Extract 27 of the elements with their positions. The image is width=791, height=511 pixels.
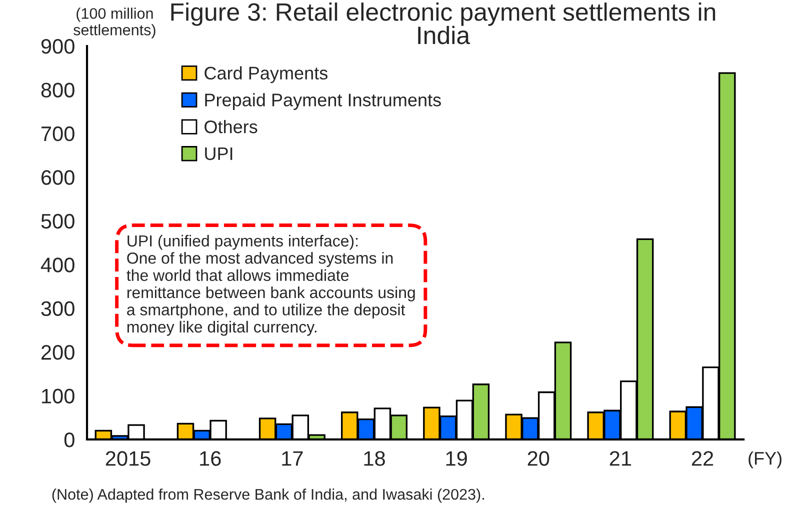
legend-label: Others [204,120,258,134]
y-tick-label: 600 [42,170,74,185]
y-tick-label: 200 [41,345,74,360]
y-tick-label: 800 [41,82,74,98]
annotation: UPI (unified payments interface): One of the most advanced systems in the world that allows immediate remittance between bank accounts using a smartphone, and to utilize the deposit money like digital currency. [126,234,415,336]
x-tick-label: 18 [364,451,385,466]
x-tick-label: 2015 [106,451,150,466]
y-tick-label: 700 [42,126,74,142]
y-tick-label: 400 [40,258,74,272]
x-tick-label: 16 [200,451,221,466]
chart-title: Figure 3: Retail electronic payment settlements in India [171,2,716,44]
y-axis-title: (100 million settlements) [74,8,156,38]
y-tick-label: 300 [41,301,74,316]
legend-label: Card Payments [204,66,328,84]
x-tick-label: 21 [610,451,632,466]
legend-label: UPI [205,148,232,160]
x-tick-label: 17 [282,451,303,466]
y-tick-label: 900 [41,38,74,54]
x-tick-label: 20 [528,451,550,466]
y-tick-label: 0 [64,432,74,448]
y-tick-label: 100 [42,388,74,404]
y-tick-label: 500 [41,214,74,229]
text: (Note) Adapted from Reserve Bank of India, and Iwasaki (2023). [52,488,484,503]
x-axis-title: (FY) [748,451,782,468]
x-tick-label: 19 [446,451,467,466]
legend-label: Prepaid Payment Instruments [205,93,441,110]
x-tick-label: 22 [692,451,714,466]
